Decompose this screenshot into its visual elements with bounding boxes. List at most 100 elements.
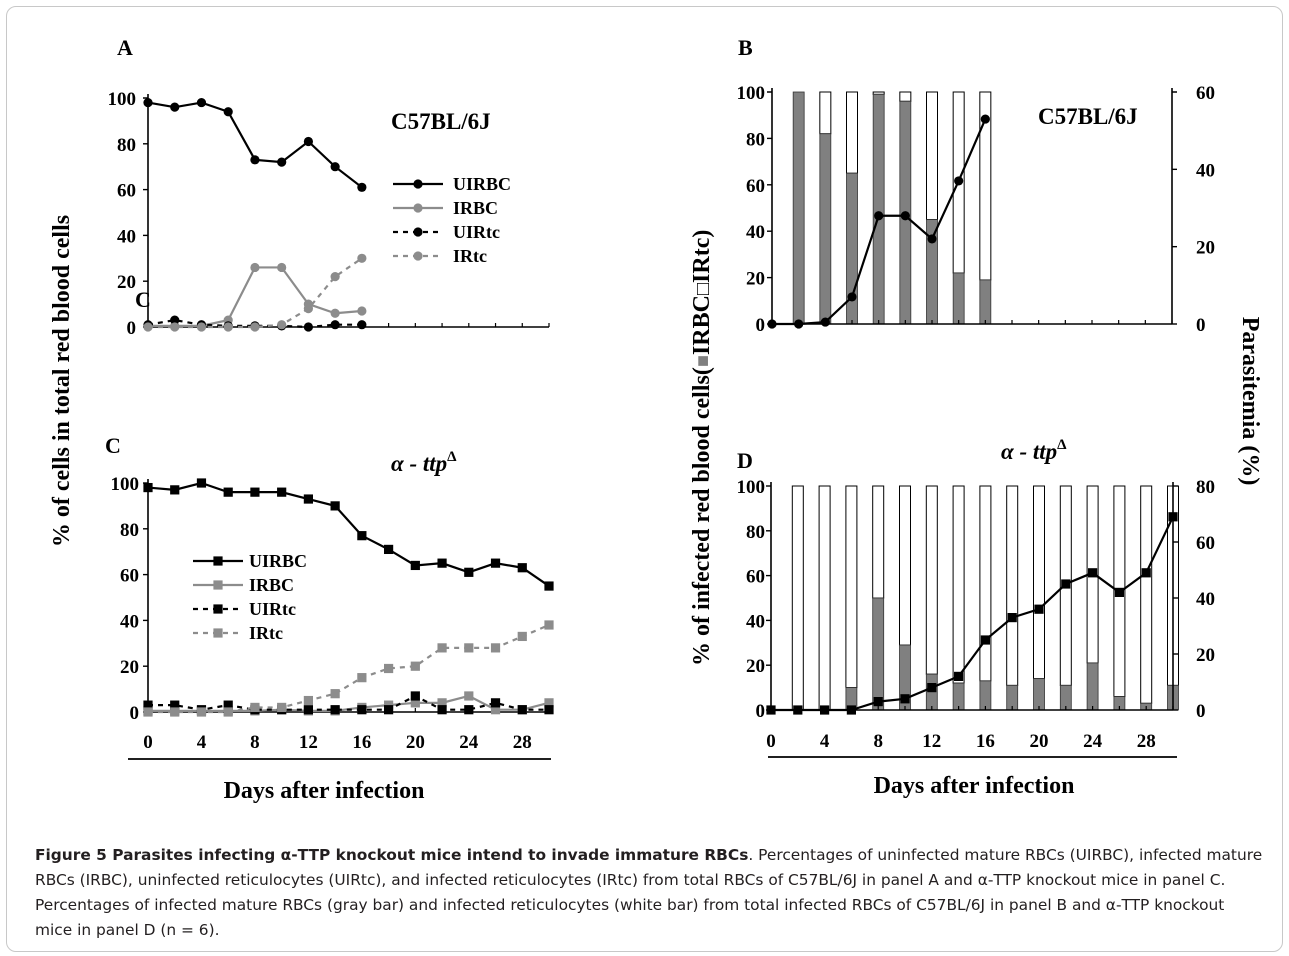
panel-c-irtc-point (357, 673, 367, 683)
panel-c-uirtc-point (410, 691, 420, 701)
panel-c-irtc-point (490, 643, 501, 653)
panel-c-y-tick-label: 100 (111, 474, 140, 495)
panel-b-parasitemia-point (980, 114, 990, 124)
panel-c-uirbc-point (250, 487, 260, 497)
panel-a-y-tick-label: 20 (117, 272, 136, 293)
panel-b-y-tick-label: 40 (746, 222, 765, 243)
panel-d-y2-tick-label: 60 (1196, 533, 1215, 554)
panel-d-parasitemia-point (1061, 579, 1071, 589)
panel-a-uirbc-line (147, 101, 363, 189)
panel-d-parasitemia-point (820, 705, 830, 715)
panel-c-uirtc-point (223, 700, 233, 710)
panel-c-irtc-point (277, 702, 287, 713)
panel-c-irbc-point (464, 691, 474, 701)
right-y-title-prefix: % of infected red blood cells( (689, 367, 715, 666)
right-y-title-irtc: IRtc (689, 237, 715, 283)
panel-d-parasitemia-point (793, 705, 803, 715)
panel-c-x-tick-label: 0 (143, 732, 153, 753)
panel-c-irtc-point (223, 707, 233, 717)
caption-heading: Figure 5 Parasites infecting α-TTP knock… (35, 846, 749, 864)
panel-c-uirbc-point (196, 478, 207, 488)
panel-b-parasitemia-point (954, 176, 964, 186)
panel-a-legend-uirtc-label: UIRtc (453, 222, 500, 242)
panel-d-x-tick-label: 0 (766, 731, 776, 752)
panel-c-y-tick-label: 60 (120, 566, 139, 587)
panel-a-irbc-line (148, 266, 362, 327)
panel-d-y-tick-label: 0 (756, 701, 766, 722)
panel-c-legend-irtc-label: IRtc (249, 623, 283, 643)
parasitemia-axis-title: Parasitemia (%) (1237, 317, 1263, 486)
panel-c-legend-uirtc-label: UIRtc (249, 599, 296, 619)
panel-a-legend-uirbc-marker (413, 179, 423, 189)
panel-c-x-axis-title: Days after infection (224, 778, 425, 804)
panel-b-irbc-bar (952, 272, 965, 325)
panel-c-uirtc-point (490, 698, 501, 708)
panel-c-uirtc-point (170, 700, 180, 710)
panel-b-irtc-bar (926, 91, 938, 221)
panel-b-irbc-bar (979, 279, 992, 325)
panel-a-letter: A (117, 35, 133, 60)
panel-c-uirtc-line (148, 694, 549, 711)
panel-d-parasitemia-point (900, 694, 910, 704)
panel-d-parasitemia-point (1034, 604, 1044, 614)
panel-a-uirtc-point (303, 322, 313, 332)
panel-a-legend-uirbc-label: UIRBC (453, 174, 511, 194)
panel-c-irtc-point (330, 689, 340, 699)
figure-caption: Figure 5 Parasites infecting α-TTP knock… (35, 843, 1265, 943)
panel-b-y-tick-label: 20 (746, 269, 765, 290)
panel-a-uirbc-point (250, 155, 260, 165)
panel-c-irtc-line (148, 623, 550, 714)
panel-a-uirtc-point (330, 320, 340, 330)
panel-d-irtc-bar (1140, 485, 1153, 704)
panel-d-irtc-bar (899, 485, 911, 646)
panel-a-legend-irbc-label: IRBC (453, 198, 498, 218)
panel-a-legend-uirtc-marker (413, 227, 423, 237)
panel-c-letter: C (105, 433, 121, 458)
panel-a-uirtc-point (357, 320, 367, 330)
panel-d-x-tick-label: 4 (820, 731, 830, 752)
panel-b-parasitemia-point (847, 292, 857, 302)
charts-layer: 020406080100UIRBCIRBCUIRtcIRtc0204060801… (108, 83, 1215, 760)
panel-d-x-axis-title: Days after infection (874, 773, 1075, 799)
panel-d-strain-title: α - ttpΔ (1001, 437, 1067, 464)
panel-c-uirbc-point (357, 531, 367, 541)
panel-a-uirbc-point (330, 162, 340, 172)
right-y-title-irbc: IRBC (689, 295, 715, 355)
panel-a-uirbc-point (196, 97, 207, 108)
panel-c-uirbc-point (330, 501, 340, 511)
panel-c-x-tick-label: 12 (299, 732, 318, 753)
panel-d-parasitemia-point (1141, 568, 1151, 578)
panel-c-strain-title: α - ttpΔ (391, 449, 457, 476)
panel-d-y-tick-label: 80 (746, 522, 765, 543)
panel-c-uirtc-point (357, 705, 367, 715)
panel-d-parasitemia-point (1114, 587, 1124, 597)
panel-d-parasitemia-point (980, 635, 990, 645)
panel-c-irbc-point (437, 698, 447, 708)
panel-a-irtc-point (303, 304, 313, 314)
panel-d-y2-tick-label: 80 (1196, 477, 1215, 498)
panel-c-x-tick-label: 20 (406, 732, 425, 753)
panel-c-irbc-point (410, 698, 420, 708)
panel-b-parasitemia-point (767, 319, 777, 329)
panel-d-y-tick-label: 100 (737, 477, 766, 498)
panel-a-irbc-point (357, 306, 367, 316)
panel-b-letter: B (738, 35, 753, 60)
panel-c-strain-main: α - ttp (391, 451, 447, 476)
panel-a-y-tick-label: 60 (117, 181, 136, 202)
panel-c-uirbc-point (464, 567, 474, 577)
panel-d-parasitemia-point (954, 671, 964, 681)
panel-c-irtc-point (410, 661, 420, 671)
panel-c-uirtc-point (437, 705, 447, 715)
panel-d-irtc-bar (1033, 485, 1045, 680)
panel-c-irtc-point (303, 695, 313, 706)
panel-d-parasitemia-point (1088, 568, 1098, 578)
panel-d-parasitemia-point (1007, 613, 1017, 623)
panel-c-uirtc-point (384, 705, 394, 715)
panel-b-parasitemia-point (927, 234, 937, 244)
panel-a-y-tick-label: 100 (108, 89, 137, 110)
right-y-title-suffix: ) (689, 230, 715, 238)
panel-d-parasitemia-point (766, 705, 776, 715)
panel-a-irtc-point (250, 322, 260, 332)
panel-c-legend-uirtc-marker (213, 604, 223, 614)
panel-a-irtc-point (143, 322, 153, 332)
